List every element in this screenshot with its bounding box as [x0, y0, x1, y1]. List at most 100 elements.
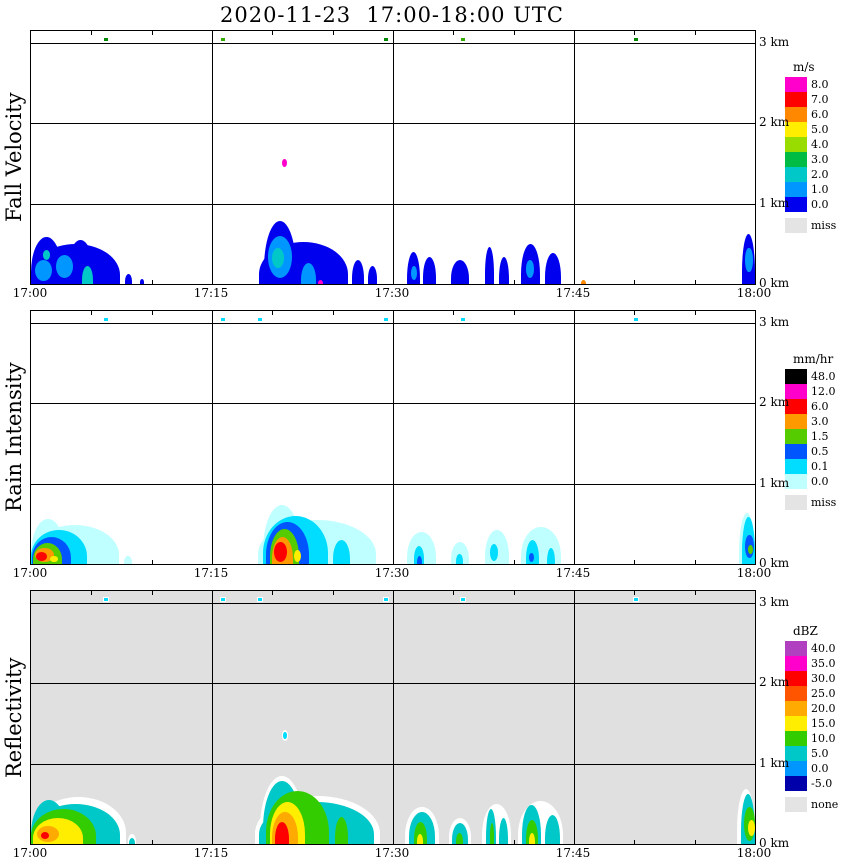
echo-blob — [484, 247, 495, 284]
colorbar-value-label: 0.0 — [811, 762, 829, 775]
minor-tick-top — [513, 31, 515, 35]
colorbar-missing-entry: none — [785, 797, 847, 812]
colorbar-value-label: 0.0 — [811, 198, 829, 211]
gridline-vertical — [212, 591, 213, 844]
echo-blob — [351, 259, 365, 284]
colorbar-entry: 7.0 — [785, 92, 847, 107]
minor-tick-top — [694, 311, 696, 315]
colorbar-entry: 5.0 — [785, 746, 847, 761]
echo-blob — [499, 818, 508, 844]
echo-blob — [332, 539, 350, 564]
minor-tick-bottom — [634, 560, 636, 564]
colorbar-swatch — [785, 701, 807, 716]
echo-speckle — [258, 318, 263, 322]
colorbar-value-label: 3.0 — [811, 415, 829, 428]
colorbar-missing-label: none — [811, 798, 839, 811]
colorbar-entry: 12.0 — [785, 384, 847, 399]
minor-tick-bottom — [393, 560, 394, 564]
colorbar-entry: 1.5 — [785, 429, 847, 444]
minor-tick-top — [453, 311, 455, 315]
time-tick-label: 17:00 — [12, 286, 48, 300]
height-tick-label: 2 km — [759, 115, 790, 130]
echo-blob — [318, 279, 323, 284]
echo-blob — [581, 279, 587, 284]
echo-blob — [529, 552, 535, 563]
minor-tick-top — [574, 31, 575, 35]
ylabel-fall-velocity: Fall Velocity — [2, 92, 26, 223]
echo-blob — [301, 263, 316, 284]
time-tick-label: 17:15 — [193, 846, 229, 860]
colorbar-swatch — [785, 429, 807, 444]
echo-blob — [123, 555, 133, 564]
minor-tick-bottom — [151, 280, 153, 284]
colorbar-entry: 15.0 — [785, 716, 847, 731]
colorbar-entry: 6.0 — [785, 399, 847, 414]
height-tick-label: 3 km — [759, 595, 790, 610]
panel-rain-intensity: Rain Intensity mm/hr 48.0 12.0 6.0 3.0 1.5 0.5… — [0, 310, 850, 590]
echo-blob — [745, 247, 753, 272]
colorbar-value-label: 0.5 — [811, 445, 829, 458]
colorbar-value-label: 30.0 — [811, 672, 836, 685]
colorbar-swatch — [785, 776, 807, 791]
minor-tick-top — [151, 311, 153, 315]
colorbar-swatch — [785, 77, 807, 92]
minor-tick-top — [574, 591, 575, 595]
minor-tick-bottom — [151, 840, 153, 844]
colorbar-entry: 0.0 — [785, 474, 847, 489]
echo-blob — [274, 821, 290, 844]
echo-speckle — [103, 38, 108, 42]
colorbar-entry: 2.0 — [785, 167, 847, 182]
colorbar-value-label: 10.0 — [811, 732, 836, 745]
minor-tick-top — [453, 31, 455, 35]
colorbar-entry: 10.0 — [785, 731, 847, 746]
panel-reflectivity: Reflectivity dBZ 40.0 35.0 30.0 25.0 20.0 15.0… — [0, 590, 850, 868]
echo-speckle — [220, 38, 225, 42]
echo-blob — [545, 253, 561, 284]
colorbar-unit-label: m/s — [793, 60, 815, 74]
colorbar-swatch — [785, 197, 807, 212]
gridline-vertical — [212, 31, 213, 284]
minor-tick-top — [694, 591, 696, 595]
colorbar-value-label: 4.0 — [811, 138, 829, 151]
minor-tick-bottom — [393, 840, 394, 844]
echo-speckle — [460, 318, 465, 322]
colorbar-value-label: 2.0 — [811, 168, 829, 181]
minor-tick-top — [91, 591, 93, 595]
colorbar-swatch — [785, 414, 807, 429]
echo-speckle — [220, 598, 225, 602]
colorbar-swatch — [785, 167, 807, 182]
echo-blob — [139, 279, 145, 284]
colorbar-value-label: 48.0 — [811, 370, 836, 383]
colorbar-value-label: 25.0 — [811, 687, 836, 700]
height-tick-label: 0 km — [759, 556, 790, 570]
minor-tick-top — [272, 31, 274, 35]
colorbar-value-label: 1.0 — [811, 183, 829, 196]
colorbar-swatch — [785, 137, 807, 152]
colorbar-value-label: 5.0 — [811, 123, 829, 136]
colorbar-swatch — [785, 731, 807, 746]
colorbar-rain-intensity: mm/hr 48.0 12.0 6.0 3.0 1.5 0.5 0.1 0.0 miss — [785, 352, 847, 510]
time-tick-label: 17:45 — [555, 846, 591, 860]
ylabel-rain-intensity: Rain Intensity — [2, 362, 26, 513]
gridline-vertical — [212, 311, 213, 564]
minor-tick-top — [332, 311, 334, 315]
colorbar-swatch — [785, 641, 807, 656]
time-tick-label: 17:45 — [555, 286, 591, 300]
colorbar-swatch — [785, 656, 807, 671]
colorbar-value-label: 5.0 — [811, 747, 829, 760]
minor-tick-bottom — [574, 280, 575, 284]
colorbar-swatch — [785, 459, 807, 474]
colorbar-missing-swatch — [785, 218, 807, 233]
minor-tick-top — [272, 591, 274, 595]
colorbar-entry: 4.0 — [785, 137, 847, 152]
colorbar-value-label: 6.0 — [811, 108, 829, 121]
echo-speckle — [103, 598, 108, 602]
echo-blob — [125, 274, 133, 284]
minor-tick-top — [574, 311, 575, 315]
minor-tick-top — [332, 31, 334, 35]
echo-speckle — [258, 598, 263, 602]
echo-blob — [455, 832, 463, 844]
colorbar-entry: 30.0 — [785, 671, 847, 686]
echo-speckle — [383, 318, 388, 322]
colorbar-missing-entry: miss — [785, 495, 847, 510]
